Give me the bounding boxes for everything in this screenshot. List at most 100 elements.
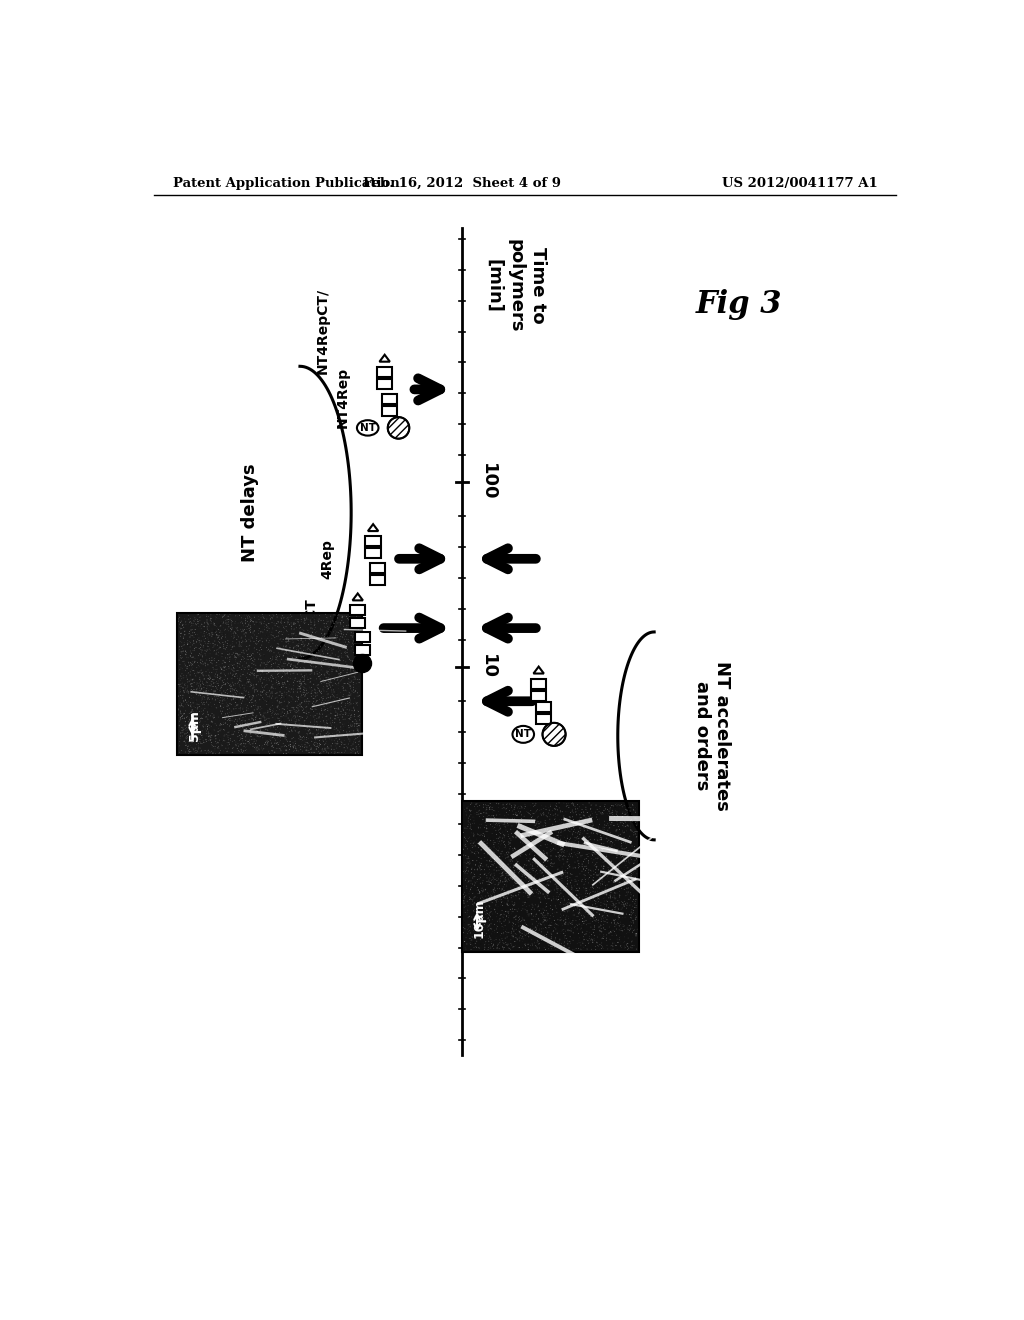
- Point: [217, 675, 233, 696]
- Point: [321, 705, 337, 726]
- Point: [232, 700, 249, 721]
- Point: [225, 657, 242, 678]
- Point: [346, 623, 362, 644]
- Point: [181, 611, 198, 632]
- Point: [246, 669, 262, 690]
- Point: [265, 626, 282, 647]
- Point: [468, 896, 484, 917]
- Point: [554, 878, 570, 899]
- Point: [571, 809, 588, 830]
- Point: [574, 917, 591, 939]
- Point: [563, 879, 580, 900]
- Point: [516, 882, 532, 903]
- Point: [331, 605, 347, 626]
- Point: [210, 721, 226, 742]
- Point: [578, 894, 594, 915]
- Point: [517, 867, 534, 888]
- Point: [609, 928, 626, 949]
- Point: [191, 710, 208, 731]
- Point: [330, 653, 346, 675]
- Point: [258, 709, 274, 730]
- Point: [580, 842, 596, 863]
- Point: [221, 702, 238, 723]
- Point: [600, 865, 616, 886]
- Point: [606, 909, 623, 931]
- Point: [200, 718, 216, 739]
- Point: [345, 693, 361, 714]
- Point: [315, 729, 332, 750]
- Point: [592, 833, 608, 854]
- Point: [579, 826, 595, 847]
- Point: [608, 871, 625, 892]
- Point: [225, 723, 242, 744]
- Point: [185, 678, 202, 700]
- Point: [509, 853, 525, 874]
- Point: [590, 821, 606, 842]
- Point: [574, 898, 591, 919]
- Point: [206, 719, 222, 741]
- Point: [625, 795, 641, 816]
- Point: [516, 923, 532, 944]
- Point: [563, 884, 580, 906]
- Point: [265, 737, 282, 758]
- Point: [202, 624, 218, 645]
- Point: [233, 741, 250, 762]
- Point: [544, 912, 560, 933]
- Point: [492, 929, 508, 950]
- Point: [525, 879, 542, 900]
- Point: [351, 640, 368, 661]
- Point: [240, 698, 256, 719]
- Point: [234, 697, 251, 718]
- Point: [208, 606, 224, 627]
- Point: [180, 634, 197, 655]
- Point: [328, 611, 344, 632]
- Point: [327, 651, 343, 672]
- Point: [345, 631, 361, 652]
- Point: [188, 684, 205, 705]
- Point: [528, 919, 545, 940]
- Point: [255, 622, 271, 643]
- Point: [512, 799, 528, 820]
- Point: [337, 702, 353, 723]
- Point: [521, 855, 538, 876]
- Point: [331, 698, 347, 719]
- Point: [614, 920, 631, 941]
- Point: [521, 836, 538, 857]
- Point: [585, 851, 601, 873]
- Point: [304, 700, 321, 721]
- Point: [536, 925, 552, 946]
- Point: [548, 807, 564, 828]
- Point: [605, 859, 622, 880]
- Point: [284, 729, 300, 750]
- Point: [242, 700, 258, 721]
- Point: [200, 655, 216, 676]
- Point: [605, 936, 622, 957]
- Point: [347, 668, 364, 689]
- Point: [340, 631, 356, 652]
- Point: [563, 818, 580, 840]
- Point: [215, 623, 231, 644]
- Point: [318, 623, 335, 644]
- Point: [486, 800, 503, 821]
- Point: [236, 735, 252, 756]
- Point: [184, 726, 201, 747]
- Point: [279, 713, 295, 734]
- Point: [274, 705, 291, 726]
- Point: [182, 730, 199, 751]
- Point: [264, 648, 281, 669]
- Point: [202, 723, 218, 744]
- Point: [250, 665, 266, 686]
- Point: [292, 614, 308, 635]
- Point: [241, 611, 257, 632]
- Point: [629, 821, 645, 842]
- Point: [350, 676, 367, 697]
- Point: [170, 705, 186, 726]
- Point: [556, 832, 572, 853]
- Point: [183, 714, 200, 735]
- Point: [585, 895, 601, 916]
- Point: [312, 636, 329, 657]
- Point: [191, 738, 208, 759]
- Point: [200, 628, 216, 649]
- Point: [463, 929, 479, 950]
- Point: [574, 795, 591, 816]
